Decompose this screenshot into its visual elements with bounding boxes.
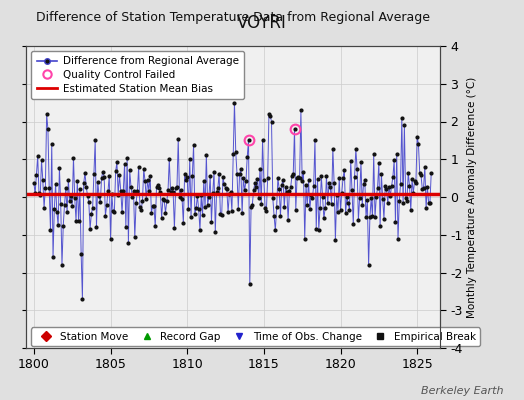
- Text: VOYRI: VOYRI: [237, 14, 287, 32]
- Title: Difference of Station Temperature Data from Regional Average: Difference of Station Temperature Data f…: [36, 11, 430, 24]
- Legend: Station Move, Record Gap, Time of Obs. Change, Empirical Break: Station Move, Record Gap, Time of Obs. C…: [31, 328, 481, 346]
- Y-axis label: Monthly Temperature Anomaly Difference (°C): Monthly Temperature Anomaly Difference (…: [467, 76, 477, 318]
- Text: Berkeley Earth: Berkeley Earth: [421, 386, 503, 396]
